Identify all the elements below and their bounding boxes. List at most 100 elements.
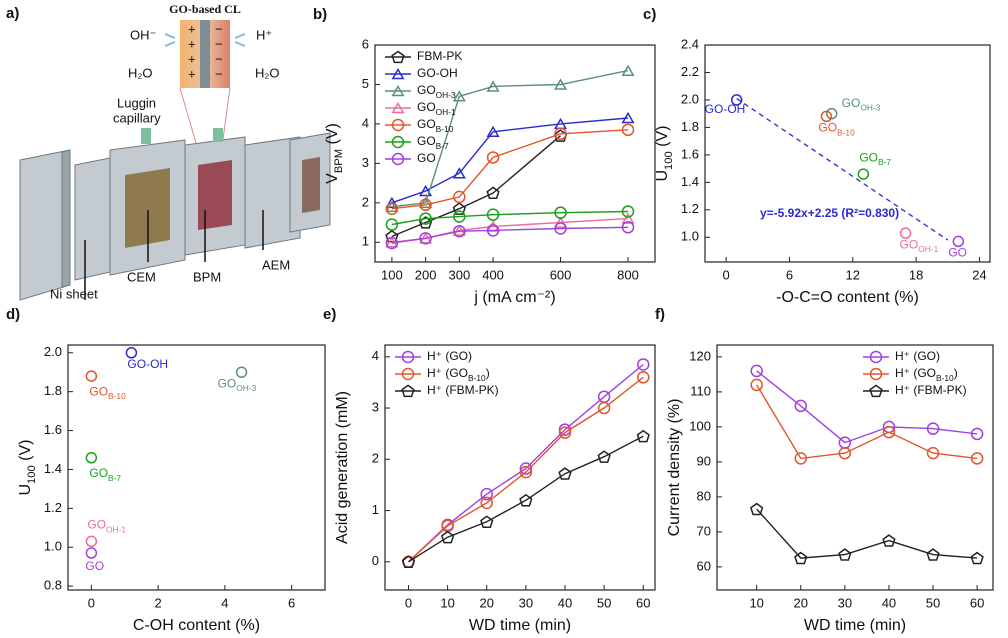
x-tick-label: 20 xyxy=(480,595,494,610)
point-label: GOB-10 xyxy=(89,384,126,401)
panel-a: a) GO-based CL + + + + − − − − OH⁻ H⁺ H₂… xyxy=(6,2,331,301)
x-tick-label: 0 xyxy=(722,267,729,282)
luggin-label: Luggin xyxy=(117,95,156,110)
marker xyxy=(970,452,984,465)
y-tick-label: 2.2 xyxy=(681,64,699,79)
minus: − xyxy=(215,21,223,36)
bpm-window xyxy=(198,160,232,230)
x-tick-label: 40 xyxy=(882,595,896,610)
marker xyxy=(486,125,500,138)
y-tick-label: 2.4 xyxy=(681,36,699,51)
x-tick-label: 0 xyxy=(405,595,412,610)
marker xyxy=(385,218,399,231)
marker xyxy=(486,80,500,92)
marker xyxy=(970,551,984,565)
x-tick-label: 10 xyxy=(749,595,763,610)
marker xyxy=(385,202,399,215)
marker xyxy=(453,210,466,223)
marker xyxy=(401,555,416,568)
marker xyxy=(419,212,432,225)
marker xyxy=(419,184,433,197)
panel-label: b) xyxy=(313,6,327,23)
legend-marker xyxy=(401,350,415,364)
legend-label: GOB-7 xyxy=(417,134,449,151)
plot-frame xyxy=(384,344,656,591)
marker xyxy=(453,224,466,238)
marker xyxy=(554,216,568,228)
aem-label: AEM xyxy=(262,257,290,272)
legend-marker xyxy=(391,118,405,132)
legend-marker xyxy=(391,135,405,149)
series-line xyxy=(391,135,561,238)
x-tick-label: 50 xyxy=(597,595,611,610)
legend-label: GOB-10 xyxy=(417,117,454,134)
marker xyxy=(419,232,432,245)
marker xyxy=(838,446,852,460)
marker xyxy=(554,222,567,235)
marker xyxy=(452,90,466,102)
plot-frame xyxy=(374,44,656,263)
point-label: GOOH-1 xyxy=(87,518,126,535)
marker xyxy=(750,502,764,516)
x-tick-label: 60 xyxy=(970,595,984,610)
marker xyxy=(750,364,763,378)
arrows xyxy=(164,33,246,47)
y-tick-label: 90 xyxy=(697,453,711,468)
y-tick-label: 1.4 xyxy=(44,461,62,476)
y-tick-label: 120 xyxy=(689,348,711,363)
point xyxy=(85,452,98,464)
legend-marker xyxy=(401,367,415,381)
point-label: GO-OH xyxy=(705,102,746,116)
x-tick-label: 6 xyxy=(786,267,793,282)
panel-label: d) xyxy=(6,306,20,323)
cl-title: GO-based CL xyxy=(169,2,241,16)
marker xyxy=(621,64,635,76)
marker xyxy=(597,450,611,463)
luggin-tube xyxy=(213,128,223,142)
y-tick-label: 1.6 xyxy=(44,422,62,437)
panel-label: f) xyxy=(655,306,665,323)
x-tick-label: 30 xyxy=(838,595,852,610)
h-label: H⁺ xyxy=(256,27,272,42)
y-tick-label: 1.8 xyxy=(44,383,62,398)
y-tick-label: 6 xyxy=(362,36,369,51)
luggin-label: capillary xyxy=(113,110,161,125)
marker xyxy=(794,551,808,565)
marker xyxy=(486,186,500,200)
y-tick-label: 4 xyxy=(362,115,369,130)
marker xyxy=(486,151,500,164)
point xyxy=(899,227,912,239)
marker xyxy=(486,224,500,237)
y-tick-label: 1.8 xyxy=(681,119,699,134)
panel-label: e) xyxy=(323,306,336,323)
plate xyxy=(244,136,301,249)
series-line xyxy=(391,226,629,244)
marker xyxy=(452,202,466,215)
legend-label: H⁺ (GO) xyxy=(895,349,940,363)
y-tick-label: 110 xyxy=(690,383,711,398)
y-tick-label: 1.0 xyxy=(44,539,62,554)
pointer-lines xyxy=(84,210,264,300)
fit-line xyxy=(736,98,949,241)
marker xyxy=(519,465,533,479)
y-axis-label: Acid generation (mM) xyxy=(334,391,351,544)
marker xyxy=(480,487,493,501)
panel-label: c) xyxy=(643,6,656,23)
marker xyxy=(597,401,611,415)
x-tick-label: 24 xyxy=(972,267,986,282)
legend-label: GOOH-3 xyxy=(417,83,456,100)
point-label: GO-OH xyxy=(127,357,168,371)
legend-label: H⁺ (FBM-PK) xyxy=(895,383,967,397)
plot-frame xyxy=(716,344,994,591)
marker xyxy=(558,426,572,439)
aem-window xyxy=(302,157,320,213)
y-tick-label: 70 xyxy=(697,523,711,538)
legend-marker xyxy=(869,350,883,364)
y-tick-label: 1 xyxy=(362,234,369,249)
legend-label: FBM-PK xyxy=(417,49,462,63)
marker xyxy=(621,205,635,218)
y-tick-label: 3 xyxy=(372,399,379,414)
series-line xyxy=(756,384,978,460)
legend-label: H⁺ (GOB-10) xyxy=(895,366,958,383)
